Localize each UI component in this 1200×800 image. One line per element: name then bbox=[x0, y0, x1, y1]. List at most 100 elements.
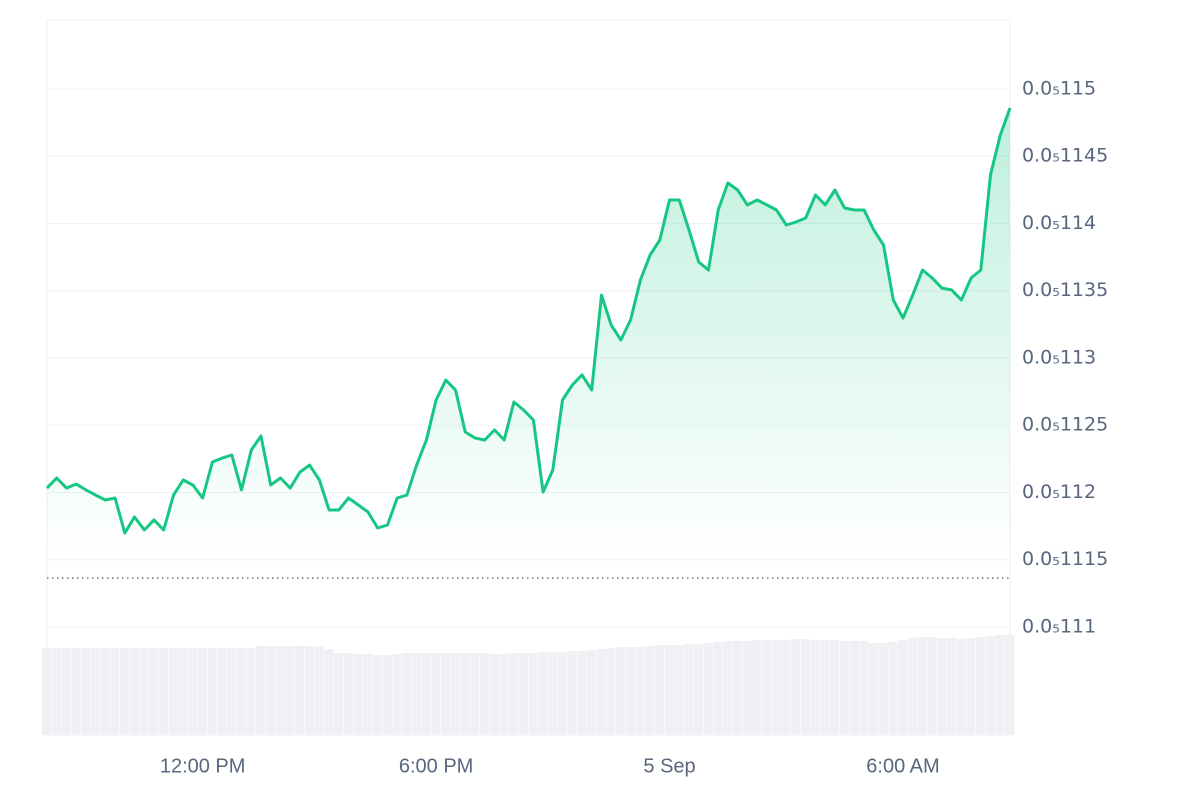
x-tick-label: 12:00 PM bbox=[160, 755, 246, 777]
volume-bar bbox=[479, 653, 490, 735]
volume-bar bbox=[246, 648, 256, 735]
volume-bar bbox=[917, 637, 927, 735]
volume-bar bbox=[771, 640, 781, 735]
volume-bar bbox=[236, 648, 246, 735]
volume-bar bbox=[489, 654, 499, 735]
volume-bar bbox=[499, 654, 509, 735]
volume-bar bbox=[820, 640, 830, 735]
volume-bar bbox=[859, 641, 869, 735]
volume-bar bbox=[90, 648, 100, 735]
x-tick-label: 6:00 AM bbox=[866, 755, 939, 777]
volume-bar bbox=[800, 639, 811, 735]
volume-bar bbox=[674, 645, 684, 735]
volume-bar bbox=[431, 653, 441, 735]
volume-bar bbox=[304, 646, 314, 735]
volume-bar bbox=[275, 646, 285, 735]
volume-bar bbox=[158, 648, 169, 735]
volume-bar bbox=[907, 638, 918, 735]
volume-bar bbox=[295, 646, 305, 735]
volume-bar bbox=[839, 641, 849, 735]
volume-bar bbox=[567, 651, 577, 735]
volume-bar bbox=[411, 653, 421, 735]
y-tick-label: 0.0₅112 bbox=[1022, 481, 1096, 503]
volume-bar bbox=[265, 646, 276, 735]
volume-bar bbox=[625, 647, 635, 735]
volume-bar bbox=[956, 639, 966, 735]
volume-bar bbox=[353, 654, 363, 735]
volume-bar bbox=[509, 653, 519, 735]
volume-bar bbox=[547, 652, 558, 735]
volume-bar bbox=[197, 648, 207, 735]
y-tick-label: 0.0₅1145 bbox=[1022, 145, 1108, 167]
volume-bar bbox=[61, 648, 71, 735]
volume-bar bbox=[878, 643, 888, 735]
volume-bar bbox=[470, 653, 480, 735]
volume-bar bbox=[538, 652, 548, 735]
volume-bar bbox=[995, 635, 1005, 735]
volume-bar bbox=[207, 648, 217, 735]
volume-bar bbox=[42, 648, 52, 735]
volume-bar bbox=[849, 641, 859, 735]
volume-bar bbox=[616, 647, 626, 735]
volume-bar bbox=[51, 648, 62, 735]
volume-bar bbox=[314, 647, 324, 735]
volume-bar bbox=[450, 653, 460, 735]
volume-bar bbox=[606, 648, 616, 735]
y-tick-label: 0.0₅1125 bbox=[1022, 414, 1108, 436]
volume-bar bbox=[985, 636, 995, 735]
volume-bar bbox=[713, 642, 723, 735]
volume-bar bbox=[635, 647, 645, 735]
volume-bar bbox=[100, 648, 110, 735]
y-tick-label: 0.0₅1115 bbox=[1022, 548, 1108, 570]
volume-bar bbox=[528, 653, 538, 735]
volume-bar bbox=[421, 653, 431, 735]
volume-bar bbox=[226, 648, 237, 735]
volume-bar bbox=[372, 655, 383, 735]
volume-bar bbox=[664, 645, 674, 735]
volume-bar bbox=[129, 648, 139, 735]
y-tick-label: 0.0₅111 bbox=[1022, 615, 1096, 637]
x-tick-label: 6:00 PM bbox=[399, 755, 473, 777]
volume-bar bbox=[927, 637, 937, 735]
volume-bar bbox=[723, 641, 733, 735]
volume-bar bbox=[440, 653, 451, 735]
volume-bar bbox=[168, 648, 178, 735]
volume-bar bbox=[577, 651, 587, 735]
volume-bar bbox=[946, 638, 956, 735]
volume-bar bbox=[149, 648, 159, 735]
volume-bar bbox=[139, 648, 149, 735]
volume-bar bbox=[596, 649, 606, 735]
price-line bbox=[45, 107, 1012, 535]
volume-bar bbox=[1005, 635, 1015, 735]
volume-bar bbox=[81, 648, 91, 735]
volume-bar bbox=[898, 640, 908, 735]
volume-bar bbox=[119, 648, 130, 735]
volume-bar bbox=[810, 640, 820, 735]
volume-bar bbox=[693, 644, 704, 735]
volume-bar bbox=[460, 653, 470, 735]
y-tick-label: 0.0₅113 bbox=[1022, 346, 1096, 368]
volume-bar bbox=[791, 639, 801, 735]
volume-bar bbox=[937, 638, 947, 735]
volume-bar bbox=[363, 654, 373, 735]
y-tick-label: 0.0₅115 bbox=[1022, 77, 1096, 99]
volume-bar bbox=[703, 643, 713, 735]
volume-bar bbox=[343, 653, 353, 735]
volume-bar bbox=[586, 650, 597, 735]
volume-bar bbox=[188, 648, 198, 735]
volume-bar bbox=[256, 646, 266, 735]
volume-bar bbox=[392, 654, 402, 735]
volume-bar bbox=[382, 655, 392, 735]
x-tick-label: 5 Sep bbox=[643, 755, 695, 777]
volume-bar bbox=[830, 640, 840, 735]
volume-bar bbox=[684, 644, 694, 735]
volume-bar bbox=[178, 648, 188, 735]
volume-bar bbox=[71, 648, 81, 735]
volume-bar bbox=[732, 641, 742, 735]
volume-bar bbox=[645, 646, 655, 735]
price-area bbox=[47, 108, 1010, 560]
volume-bar bbox=[752, 640, 762, 735]
volume-bar bbox=[654, 645, 665, 735]
